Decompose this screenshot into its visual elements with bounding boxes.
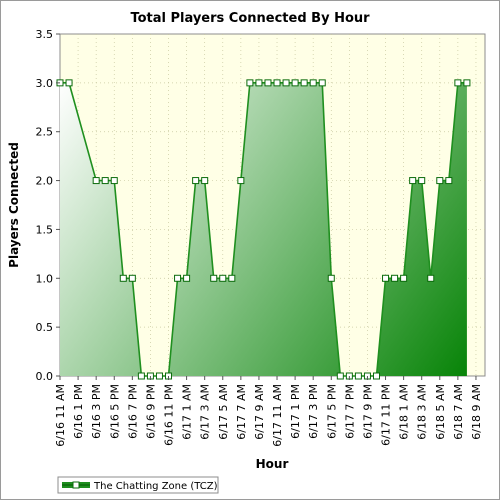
x-tick-label: 6/16 1 PM [72,384,85,439]
y-tick-label: 1.0 [36,272,54,285]
data-point [255,79,263,87]
data-point [327,274,335,282]
x-tick-label: 6/17 1 PM [289,384,302,439]
data-point [237,177,245,185]
data-point [391,274,399,282]
data-point [273,79,281,87]
data-point [409,177,417,185]
x-tick-label: 6/18 3 AM [416,384,429,440]
x-tick-label: 6/17 1 AM [181,384,194,440]
x-axis-label: Hour [256,457,289,471]
data-point [228,274,236,282]
legend: The Chatting Zone (TCZ) [57,476,219,494]
data-point [119,274,127,282]
x-tick-label: 6/17 3 PM [307,384,320,439]
y-tick-label: 2.0 [36,175,54,188]
data-point [418,177,426,185]
data-point [382,274,390,282]
x-tick-label: 6/16 11 AM [54,384,67,447]
data-point [400,274,408,282]
x-tick-label: 6/16 7 PM [126,384,139,439]
x-tick-label: 6/16 5 PM [108,384,121,439]
x-tick-label: 6/18 1 AM [398,384,411,440]
area-series [60,82,467,376]
data-point [318,79,326,87]
x-tick-label: 6/18 5 AM [434,384,447,440]
data-point [246,79,254,87]
data-point [137,372,145,380]
data-point [101,177,109,185]
legend-marker [72,481,80,489]
y-axis-label: Players Connected [7,142,21,268]
data-point [192,177,200,185]
data-point [463,79,471,87]
y-tick-label: 0.0 [36,370,54,383]
x-tick-label: 6/17 11 PM [380,384,393,446]
data-point [65,79,73,87]
y-tick-label: 1.5 [36,223,54,236]
x-tick-label: 6/17 3 AM [199,384,212,440]
y-axis-ticks: 0.0 0.5 1.0 1.5 2.0 2.5 3.0 3.5 [36,28,60,383]
legend-label: The Chatting Zone (TCZ) [93,481,218,492]
data-point [282,79,290,87]
data-point [454,79,462,87]
x-tick-label: 6/17 5 PM [325,384,338,439]
data-point [300,79,308,87]
data-point [174,274,182,282]
data-point [128,274,136,282]
x-tick-label: 6/18 7 AM [452,384,465,440]
y-tick-label: 3.0 [36,77,54,90]
chart-title: Total Players Connected By Hour [130,11,370,26]
data-point [427,274,435,282]
data-point [210,274,218,282]
x-tick-label: 6/17 7 AM [235,384,248,440]
data-point [183,274,191,282]
data-point [110,177,118,185]
x-tick-label: 6/16 11 PM [163,384,176,446]
data-point [445,177,453,185]
x-axis-ticks: 6/16 11 AM 6/16 1 PM 6/16 3 PM 6/16 5 PM 6/1… [54,376,483,447]
data-point [309,79,317,87]
x-tick-label: 6/17 5 AM [217,384,230,440]
x-tick-label: 6/17 9 AM [253,384,266,440]
data-point [291,79,299,87]
x-tick-label: 6/16 9 PM [144,384,157,439]
data-point [219,274,227,282]
data-point [92,177,100,185]
data-point [436,177,444,185]
x-tick-label: 6/18 9 AM [470,384,483,440]
legend-box [57,476,219,494]
series-area [60,82,467,376]
x-tick-label: 6/17 9 PM [361,384,374,439]
y-tick-label: 0.5 [36,321,54,334]
data-point [336,372,344,380]
data-point [201,177,209,185]
y-tick-label: 3.5 [36,28,54,41]
data-point [372,372,380,380]
data-point [354,372,362,380]
data-point [264,79,272,87]
x-tick-label: 6/17 7 PM [343,384,356,439]
y-tick-label: 2.5 [36,126,54,139]
data-point [155,372,163,380]
x-tick-label: 6/16 3 PM [90,384,103,439]
x-tick-label: 6/17 11 AM [271,384,284,447]
